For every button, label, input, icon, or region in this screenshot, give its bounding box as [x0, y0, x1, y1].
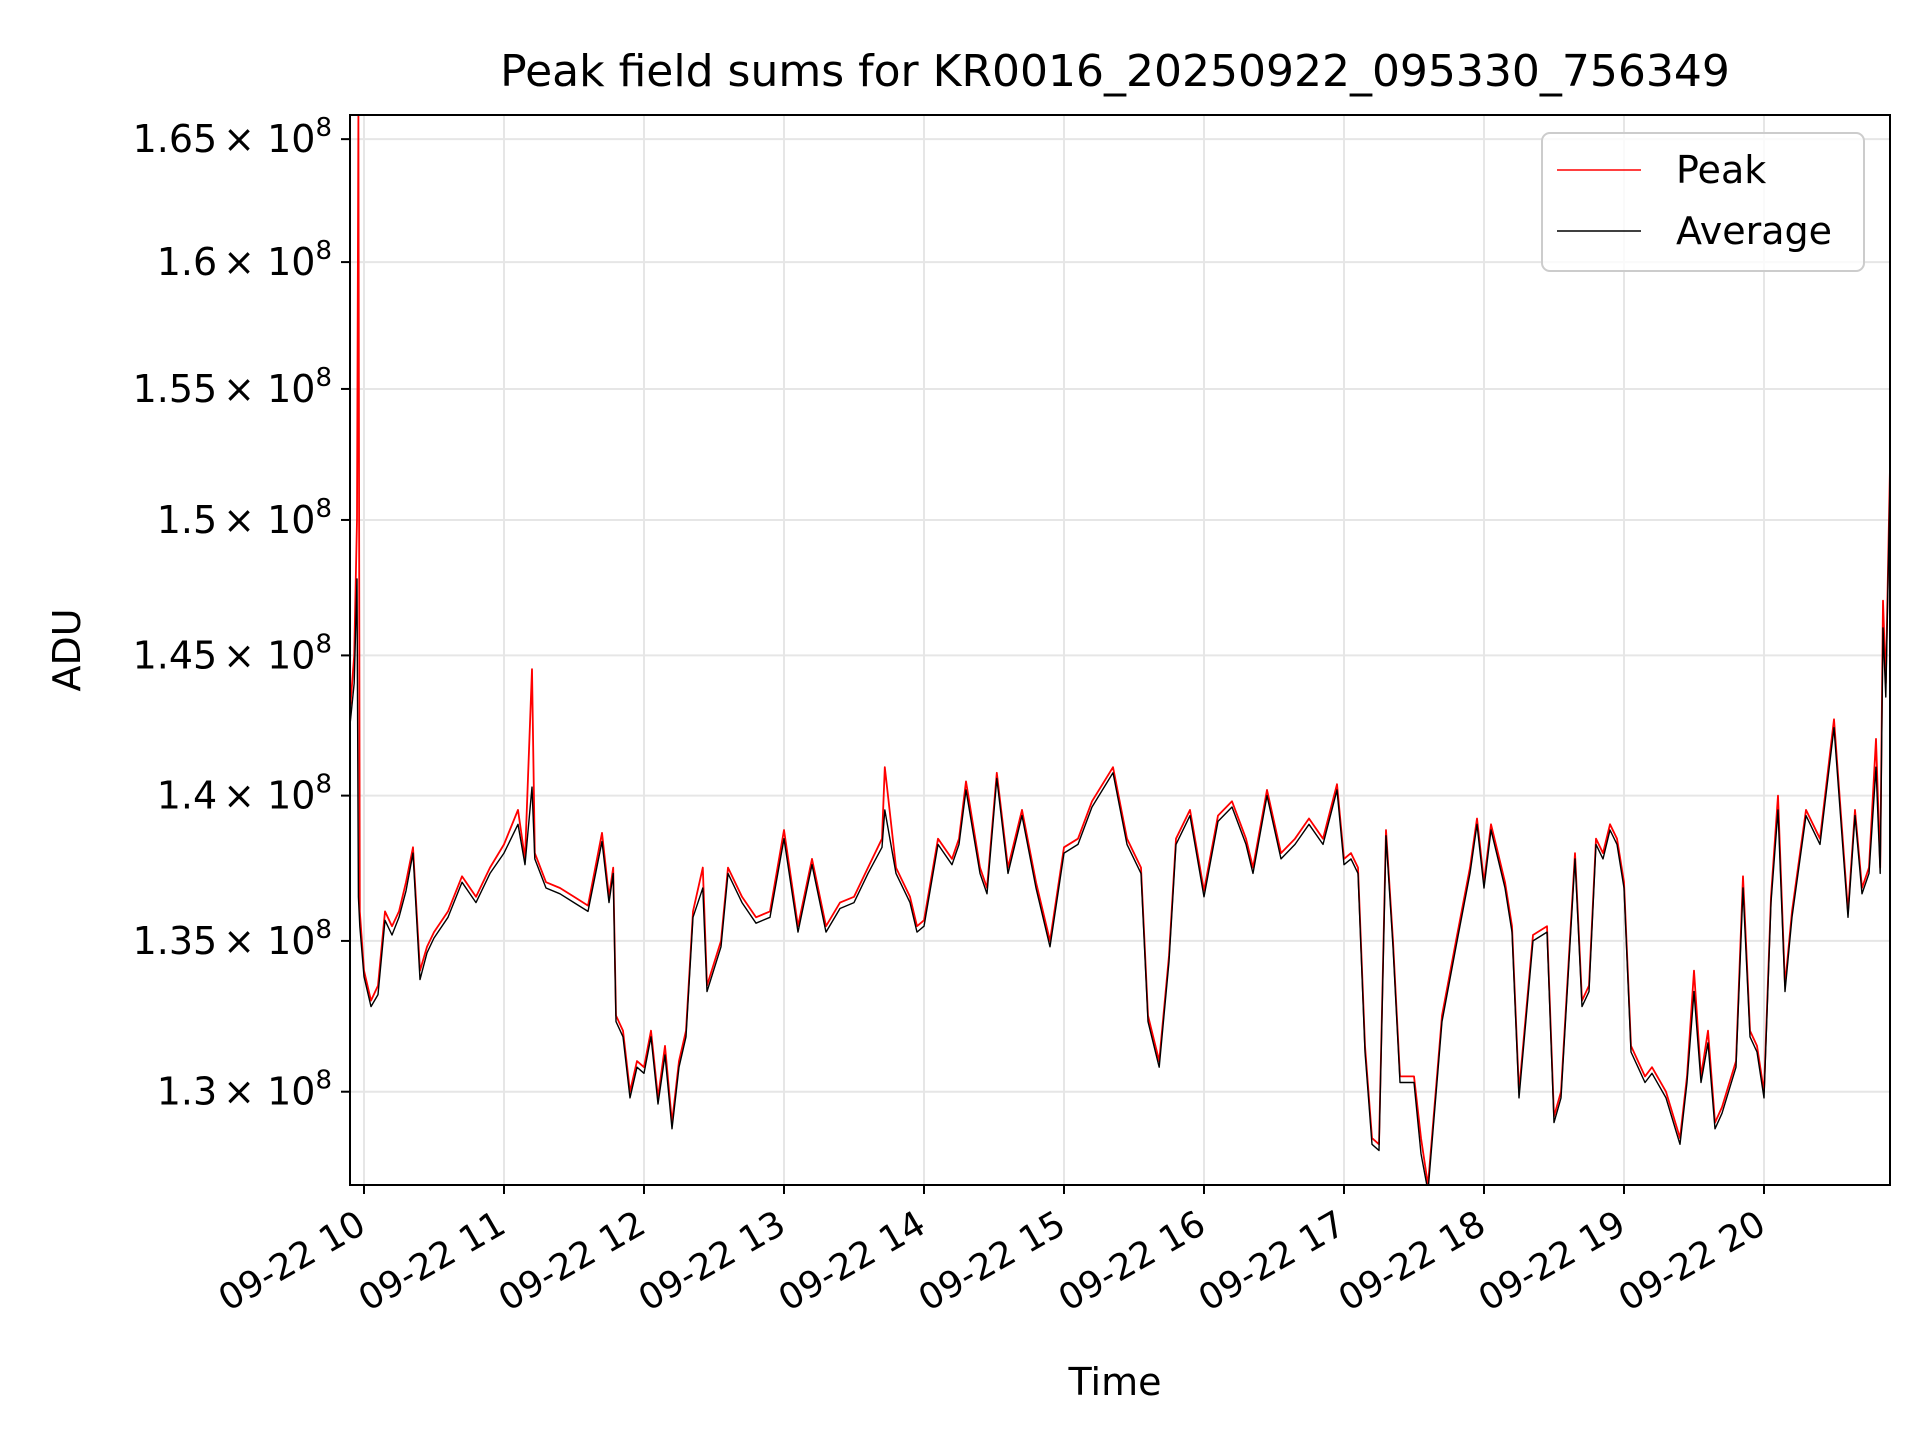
y-tick-label: 1.3 × 108 — [157, 1066, 332, 1114]
y-tick-exponent: 8 — [315, 770, 332, 800]
y-tick-suffix: × 10 — [223, 117, 315, 161]
x-axis-label: Time — [1068, 1360, 1162, 1404]
legend: Peak Average — [1541, 132, 1865, 272]
y-tick-mantissa: 1.3 — [157, 1070, 217, 1114]
y-tick-exponent: 8 — [315, 915, 332, 945]
y-tick-exponent: 8 — [315, 494, 332, 524]
y-tick-label: 1.5 × 108 — [157, 494, 332, 542]
grid-lines — [350, 115, 1890, 1185]
y-tick-exponent: 8 — [315, 113, 332, 143]
y-tick-mantissa: 1.6 — [157, 240, 217, 284]
y-tick-mantissa: 1.4 — [157, 774, 217, 818]
y-tick-mantissa: 1.65 — [133, 117, 218, 161]
y-tick-suffix: × 10 — [223, 367, 315, 411]
series-line-peak — [350, 115, 1890, 1185]
y-tick-suffix: × 10 — [223, 633, 315, 677]
plot-frame — [349, 114, 1891, 1186]
legend-label-average: Average — [1676, 209, 1832, 253]
chart-title: Peak field sums for KR0016_20250922_0953… — [500, 46, 1730, 97]
y-tick-mantissa: 1.5 — [157, 498, 217, 542]
y-tick-exponent: 8 — [315, 236, 332, 266]
y-tick-exponent: 8 — [315, 1066, 332, 1096]
y-tick-label: 1.6 × 108 — [157, 236, 332, 284]
series-lines — [350, 115, 1890, 1185]
y-tick-label: 1.55 × 108 — [133, 363, 332, 411]
legend-box — [1541, 132, 1865, 272]
legend-label-peak: Peak — [1676, 148, 1766, 192]
y-tick-exponent: 8 — [315, 629, 332, 659]
y-tick-label: 1.35 × 108 — [133, 915, 332, 963]
y-tick-suffix: × 10 — [223, 498, 315, 542]
series-line-average — [350, 480, 1890, 1185]
y-tick-label: 1.65 × 108 — [133, 113, 332, 161]
y-tick-suffix: × 10 — [223, 1070, 315, 1114]
y-tick-suffix: × 10 — [223, 240, 315, 284]
y-tick-exponent: 8 — [315, 363, 332, 393]
y-tick-mantissa: 1.35 — [133, 919, 218, 963]
y-tick-mantissa: 1.55 — [133, 367, 218, 411]
y-axis-label: ADU — [45, 608, 89, 691]
y-tick-suffix: × 10 — [223, 919, 315, 963]
y-tick-mantissa: 1.45 — [133, 633, 218, 677]
y-tick-label: 1.4 × 108 — [157, 770, 332, 818]
y-tick-label: 1.45 × 108 — [133, 629, 332, 677]
y-tick-suffix: × 10 — [223, 774, 315, 818]
